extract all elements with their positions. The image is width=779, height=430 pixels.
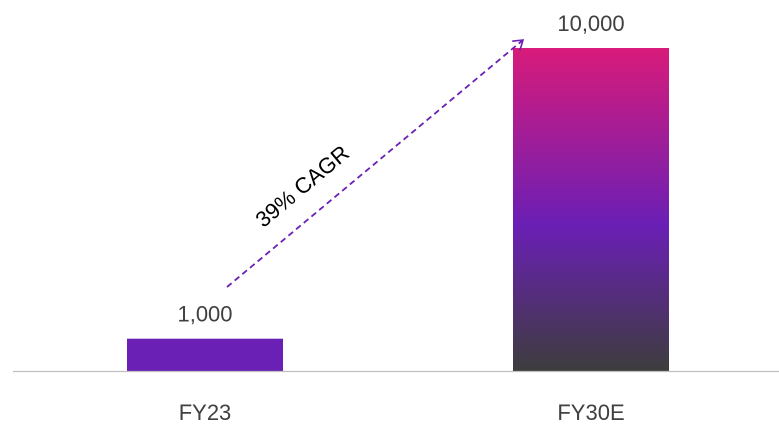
data-label-fy23: 1,000	[177, 302, 232, 327]
bars-group	[127, 48, 669, 371]
cagr-arrow	[226, 39, 525, 288]
x-tick-label-fy30e: FY30E	[557, 400, 624, 425]
x-tick-labels-group: FY23 FY30E	[179, 400, 625, 425]
data-labels-group: 1,000 10,000	[177, 11, 624, 327]
cagr-annotation: 39% CAGR	[251, 140, 354, 232]
x-tick-label-fy23: FY23	[179, 400, 232, 425]
data-label-fy30e: 10,000	[557, 11, 624, 36]
bar-fy30e	[513, 48, 669, 371]
bar-fy23	[127, 338, 283, 371]
